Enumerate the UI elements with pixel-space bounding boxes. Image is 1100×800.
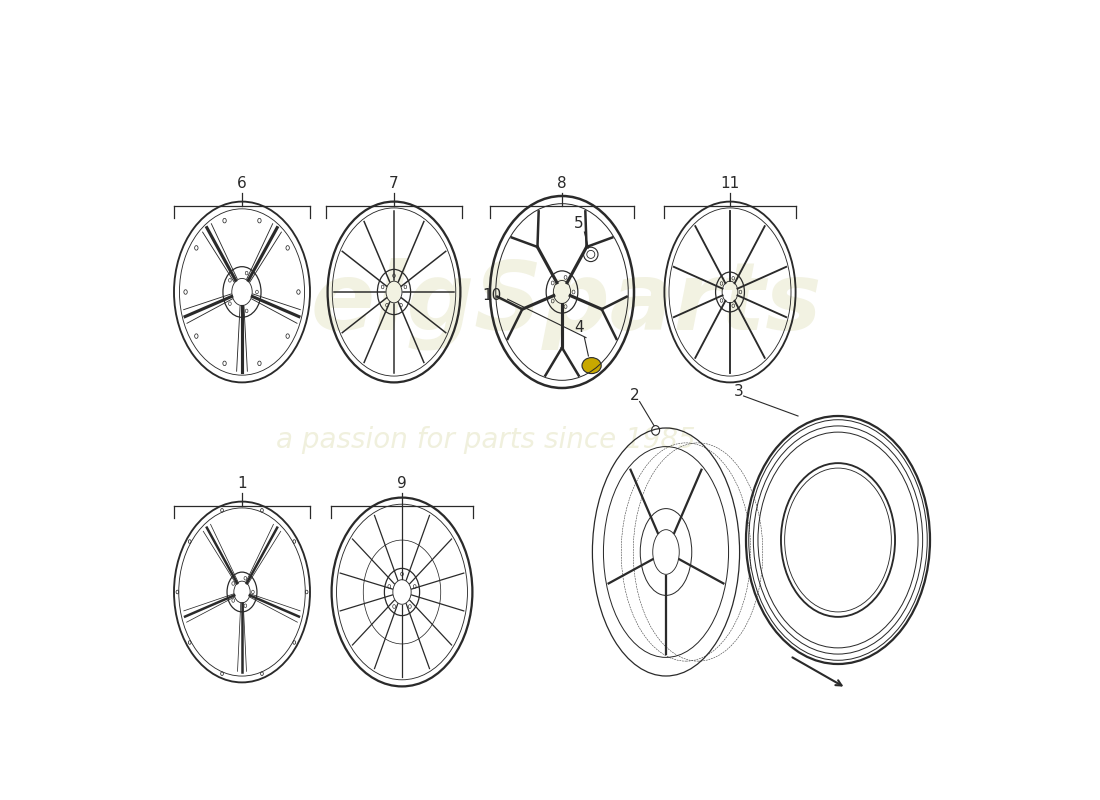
Ellipse shape <box>257 361 261 366</box>
Ellipse shape <box>257 218 261 223</box>
Text: 6: 6 <box>238 176 246 191</box>
Ellipse shape <box>195 334 198 338</box>
Text: a passion for parts since 1985: a passion for parts since 1985 <box>276 426 696 454</box>
Text: 9: 9 <box>397 476 407 491</box>
Ellipse shape <box>176 590 179 594</box>
Ellipse shape <box>184 290 187 294</box>
Ellipse shape <box>305 590 308 594</box>
Ellipse shape <box>195 246 198 250</box>
Text: 8: 8 <box>558 176 566 191</box>
Ellipse shape <box>221 672 223 675</box>
Text: 2: 2 <box>630 389 639 403</box>
Ellipse shape <box>297 290 300 294</box>
Text: 4: 4 <box>574 321 584 335</box>
Text: 10: 10 <box>482 289 502 303</box>
Text: 11: 11 <box>720 176 739 191</box>
Ellipse shape <box>188 641 191 644</box>
Ellipse shape <box>221 509 223 512</box>
Ellipse shape <box>582 358 602 374</box>
Ellipse shape <box>188 540 191 543</box>
Ellipse shape <box>651 426 660 435</box>
Ellipse shape <box>293 540 296 543</box>
Ellipse shape <box>286 246 289 250</box>
Text: 3: 3 <box>734 385 744 399</box>
Text: 5: 5 <box>574 217 584 231</box>
Ellipse shape <box>286 334 289 338</box>
Ellipse shape <box>293 641 296 644</box>
Ellipse shape <box>223 218 227 223</box>
Ellipse shape <box>223 361 227 366</box>
Ellipse shape <box>261 509 263 512</box>
Ellipse shape <box>261 672 263 675</box>
Text: 7: 7 <box>389 176 399 191</box>
Text: elgSparts: elgSparts <box>310 258 822 350</box>
Text: 1: 1 <box>238 476 246 491</box>
